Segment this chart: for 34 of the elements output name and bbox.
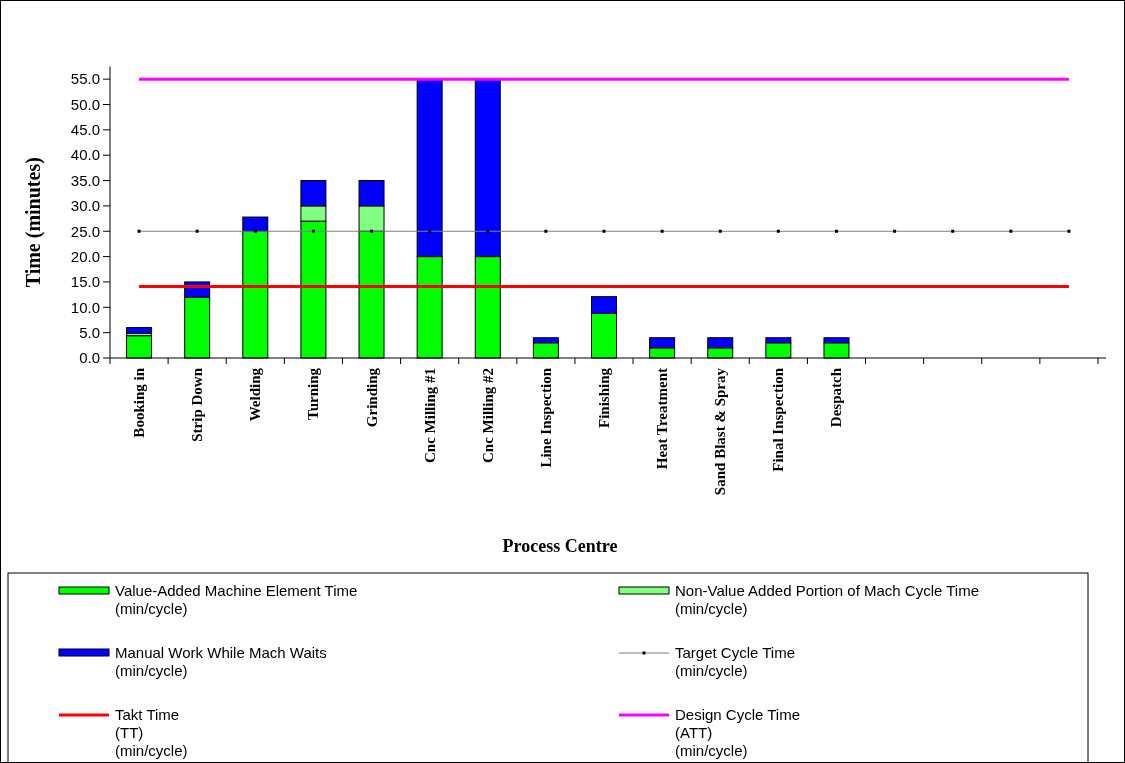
y-tick-label: 20.0 bbox=[70, 247, 100, 265]
x-tick-label: Grinding bbox=[363, 367, 380, 428]
y-tick-label: 50.0 bbox=[70, 95, 100, 113]
x-tick-label: Turning bbox=[305, 367, 322, 420]
x-tick-label: Cnc Milling #1 bbox=[421, 368, 438, 464]
y-tick-label: 15.0 bbox=[70, 273, 100, 291]
legend-label: Design Cycle Time (ATT) (min/cycle) bbox=[675, 706, 801, 759]
legend-label: Value-Added Machine Element Time (min/cycle) bbox=[115, 582, 358, 617]
y-axis-title: Time (minutes) bbox=[22, 157, 45, 288]
x-axis-title: Process Centre bbox=[502, 536, 618, 556]
legend-label: Target Cycle Time (min/cycle) bbox=[675, 644, 796, 679]
x-tick-label: Booking in bbox=[131, 367, 148, 438]
x-tick-label: Heat Treatment bbox=[654, 368, 671, 470]
x-tick-label: Line Inspection bbox=[537, 367, 554, 468]
legend-label: Manual Work While Mach Waits (min/cycle) bbox=[115, 644, 327, 679]
x-tick-label: Welding bbox=[247, 367, 264, 422]
y-tick-label: 10.0 bbox=[70, 298, 100, 316]
y-tick-label: 30.0 bbox=[70, 197, 100, 215]
legend-label: Takt Time (TT) (min/cycle) bbox=[115, 706, 188, 759]
x-tick-label: Cnc Milling #2 bbox=[479, 368, 496, 464]
y-tick-label: 45.0 bbox=[70, 121, 100, 139]
y-tick-label: 25.0 bbox=[70, 222, 100, 240]
x-tick-label: Strip Down bbox=[189, 367, 206, 442]
y-tick-label: 40.0 bbox=[70, 146, 100, 164]
y-tick-label: 35.0 bbox=[70, 171, 100, 189]
x-tick-label: Sand Blast & Spray bbox=[712, 367, 729, 496]
legend-label: Non-Value Added Portion of Mach Cycle Time (min/cycle) bbox=[675, 582, 980, 617]
x-tick-label: Finishing bbox=[596, 367, 612, 429]
x-tick-label: Despatch bbox=[828, 367, 845, 428]
y-tick-label: 5.0 bbox=[79, 323, 100, 341]
y-tick-label: 55.0 bbox=[70, 70, 100, 88]
bar bbox=[126, 327, 153, 334]
y-tick-label: 0.0 bbox=[79, 349, 100, 367]
x-tick-label: Final Inspection bbox=[770, 367, 787, 472]
